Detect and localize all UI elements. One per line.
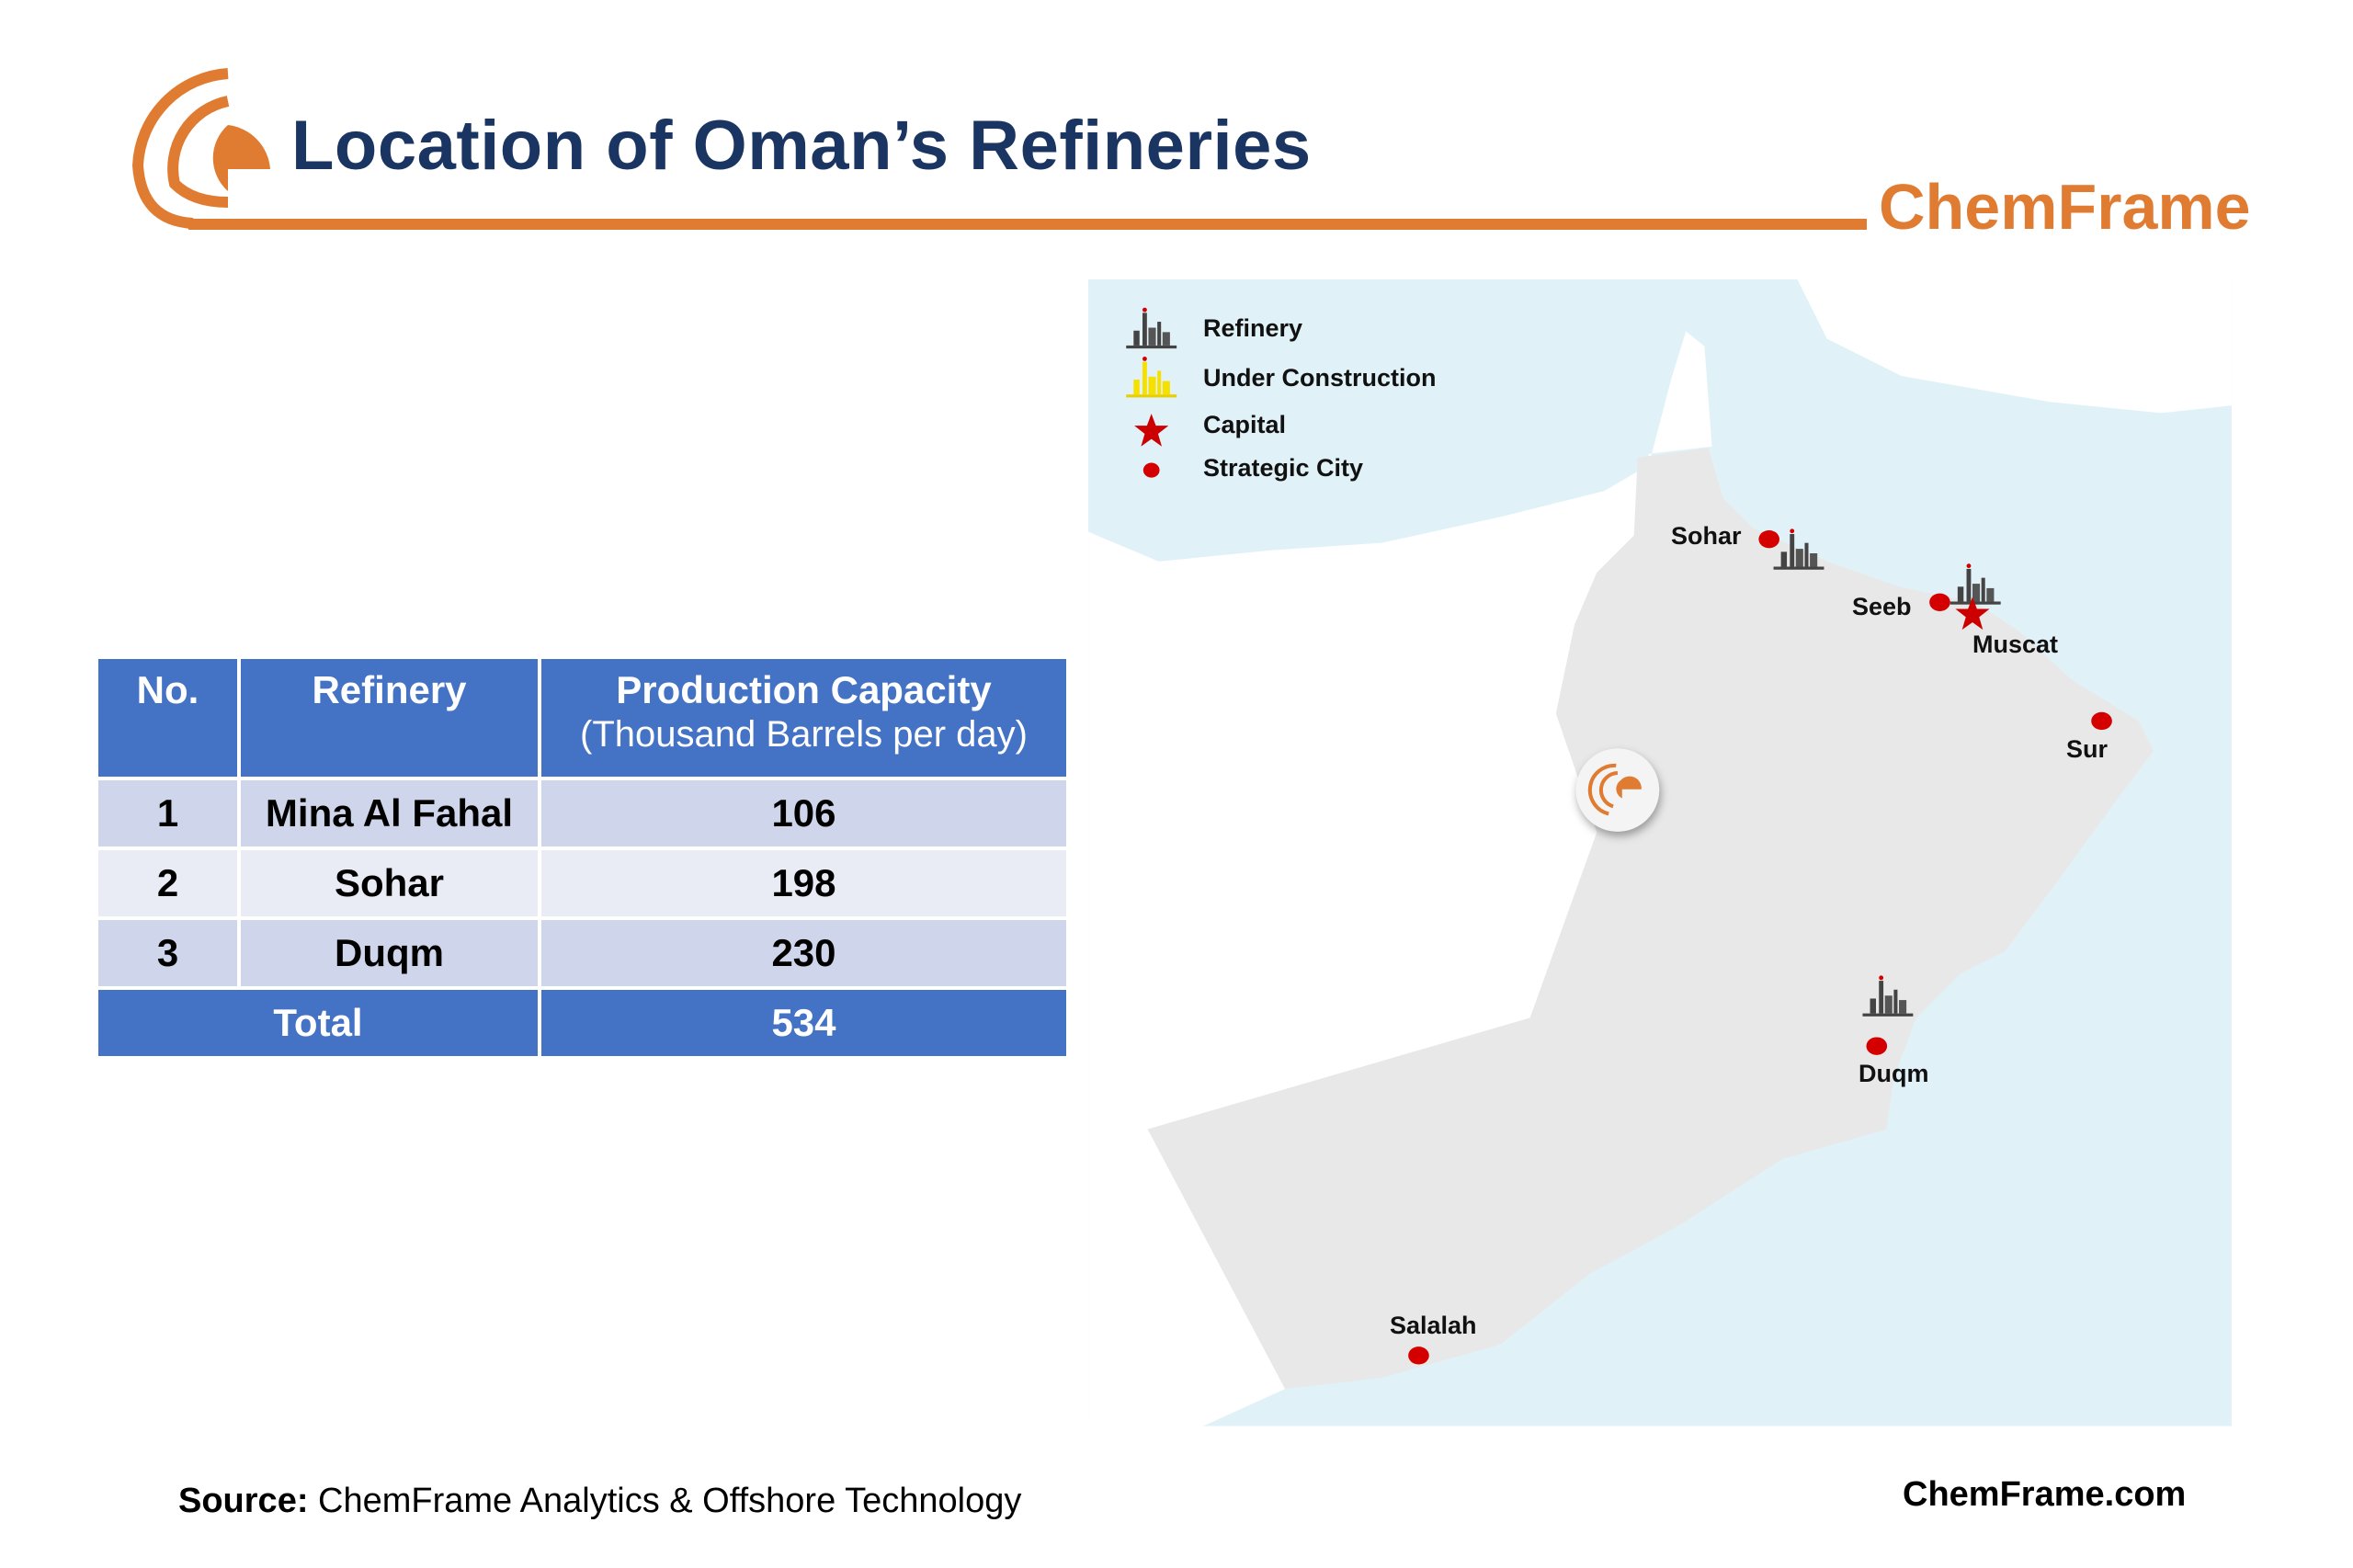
website-link[interactable]: ChemFrame.com <box>1903 1475 2187 1514</box>
capacity-header-text: Production Capacity <box>616 668 992 711</box>
city-label-muscat: Muscat <box>1972 631 2059 658</box>
legend-label-capital: Capital <box>1203 411 1287 438</box>
col-header-refinery: Refinery <box>241 659 538 777</box>
source-text: ChemFrame Analytics & Offshore Technolog… <box>308 1482 1022 1520</box>
cell-no: 3 <box>98 920 237 986</box>
city-label-duqm: Duqm <box>1859 1060 1929 1087</box>
refinery-table: No. Refinery Production Capacity (Thousan… <box>95 655 1070 1060</box>
capacity-unit: (Thousand Barrels per day) <box>580 714 1028 755</box>
city-label-sohar: Sohar <box>1671 522 1742 550</box>
cell-refinery: Mina Al Fahal <box>241 780 538 846</box>
iran-land <box>1700 279 2232 414</box>
header-rule <box>188 219 1867 230</box>
page-title: Location of Oman’s Refineries <box>291 107 1312 185</box>
col-header-no: No. <box>98 659 237 777</box>
sohar-city-dot-icon <box>1758 529 1779 549</box>
salalah-city-dot-icon <box>1408 1346 1429 1365</box>
table-row: 2 Sohar 198 <box>98 850 1066 916</box>
total-value: 534 <box>541 990 1066 1056</box>
table-row: 3 Duqm 230 <box>98 920 1066 986</box>
oman-land <box>1147 448 2154 1390</box>
total-label: Total <box>98 990 538 1056</box>
chemframe-watermark-icon <box>1575 748 1660 832</box>
legend-label-under-construction: Under Construction <box>1203 364 1437 392</box>
oman-map: Refinery Under Construction Capital Stra… <box>1085 276 2243 1471</box>
cell-capacity: 230 <box>541 920 1066 986</box>
city-label-salalah: Salalah <box>1390 1312 1477 1339</box>
cell-no: 1 <box>98 780 237 846</box>
legend-strategic-city-dot-icon <box>1142 462 1160 478</box>
city-label-sur: Sur <box>2066 735 2109 763</box>
uae-saudi-land <box>1088 331 1712 1426</box>
table-row: 1 Mina Al Fahal 106 <box>98 780 1066 846</box>
cell-capacity: 106 <box>541 780 1066 846</box>
table-header-row: No. Refinery Production Capacity (Thousan… <box>98 659 1066 777</box>
brand-name: ChemFrame <box>1879 171 2251 243</box>
table-total-row: Total 534 <box>98 990 1066 1056</box>
map-graphic <box>1088 279 2232 1426</box>
legend-label-strategic-city: Strategic City <box>1203 454 1364 482</box>
cell-capacity: 198 <box>541 850 1066 916</box>
legend-label-refinery: Refinery <box>1203 314 1303 342</box>
source-note: Source: ChemFrame Analytics & Offshore T… <box>178 1482 1021 1521</box>
seeb-city-dot-icon <box>1929 593 1950 611</box>
sur-city-dot-icon <box>2091 711 2112 731</box>
col-header-capacity: Production Capacity (Thousand Barrels per… <box>541 659 1066 777</box>
duqm-city-dot-icon <box>1866 1037 1888 1055</box>
source-label: Source: <box>178 1482 309 1520</box>
cell-refinery: Sohar <box>241 850 538 916</box>
cell-refinery: Duqm <box>241 920 538 986</box>
cell-no: 2 <box>98 850 237 916</box>
city-label-seeb: Seeb <box>1852 593 1912 620</box>
chemframe-logo <box>131 68 270 229</box>
